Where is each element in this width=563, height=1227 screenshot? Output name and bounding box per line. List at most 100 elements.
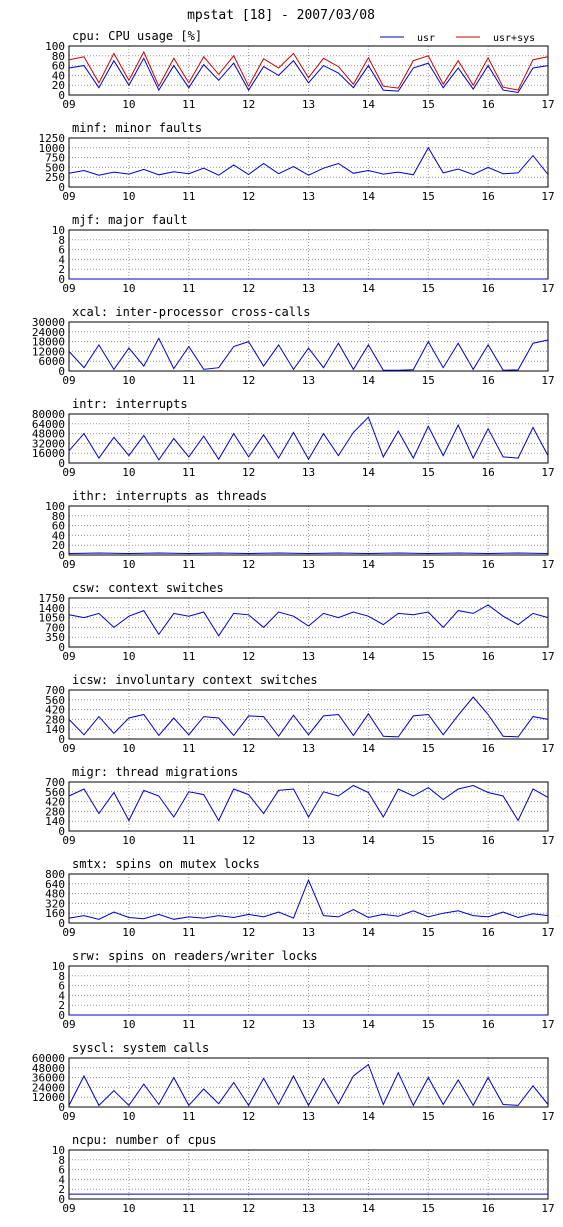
x-tick-label: 13	[302, 834, 315, 847]
x-tick-label: 12	[242, 558, 255, 571]
x-tick-label: 10	[122, 742, 135, 755]
x-tick-label: 15	[422, 282, 435, 295]
x-tick-label: 13	[302, 98, 315, 111]
x-tick-label: 15	[422, 466, 435, 479]
y-tick-label: 36000	[32, 1072, 65, 1085]
x-tick-label: 14	[362, 650, 376, 663]
x-tick-label: 11	[182, 190, 195, 203]
x-tick-label: 17	[541, 1202, 554, 1215]
x-tick-label: 16	[482, 190, 495, 203]
x-tick-label: 10	[122, 1110, 135, 1123]
x-tick-label: 17	[541, 466, 554, 479]
y-tick-label: 1750	[39, 592, 66, 605]
plot-frame	[68, 137, 549, 188]
y-tick-label: 48000	[32, 1062, 65, 1075]
x-tick-label: 15	[422, 834, 435, 847]
y-tick-label: 24000	[32, 326, 65, 339]
x-tick-label: 12	[242, 1110, 255, 1123]
x-tick-label: 11	[182, 926, 195, 939]
chart-panels: cpu: CPU usage [%]09 10 11 12 13 14 15 16 170204…	[32, 29, 555, 1215]
y-tick-label: 0	[58, 825, 65, 838]
x-tick-label: 09	[62, 742, 75, 755]
y-tick-label: 0	[58, 457, 65, 470]
x-tick-label: 17	[541, 98, 554, 111]
x-tick-label: 09	[62, 190, 75, 203]
series-line	[68, 50, 549, 91]
y-tick-label: 0	[58, 273, 65, 286]
y-tick-label: 0	[58, 733, 65, 746]
panel-title: srw: spins on readers/writer locks	[72, 949, 318, 963]
x-tick-label: 15	[422, 650, 435, 663]
series-line	[68, 57, 549, 94]
x-tick-label: 12	[242, 926, 255, 939]
x-tick-label: 12	[242, 466, 255, 479]
y-tick-label: 64000	[32, 418, 65, 431]
chart-panel: icsw: involuntary context switches 09 10 11…	[45, 673, 555, 755]
panel-title: migr: thread migrations	[72, 765, 238, 779]
x-tick-label: 12	[242, 282, 255, 295]
y-tick-label: 32000	[32, 437, 65, 450]
chart-panel: srw: spins on readers/writer locks 09 10 11…	[52, 949, 555, 1031]
y-tick-label: 48000	[32, 428, 65, 441]
x-tick-label: 10	[122, 926, 135, 939]
series-line	[68, 878, 549, 920]
x-tick-label: 09	[62, 834, 75, 847]
x-tick-label: 17	[541, 1018, 554, 1031]
y-tick-label: 140	[45, 815, 65, 828]
x-tick-label: 12	[242, 98, 255, 111]
y-tick-label: 8	[58, 970, 65, 983]
x-tick-label: 12	[242, 190, 255, 203]
y-tick-label: 700	[45, 621, 65, 634]
y-tick-label: 420	[45, 704, 65, 717]
series-line	[68, 696, 549, 738]
series-line	[68, 337, 549, 371]
x-tick-label: 13	[302, 282, 315, 295]
y-tick-label: 10	[52, 1144, 65, 1157]
y-tick-label: 2	[58, 999, 65, 1012]
x-tick-label: 11	[182, 1018, 195, 1031]
x-tick-label: 14	[362, 1110, 376, 1123]
x-tick-label: 16	[482, 742, 495, 755]
plot-frame	[68, 45, 549, 96]
x-tick-label: 12	[242, 374, 255, 387]
series-line	[68, 604, 549, 637]
x-tick-label: 12	[242, 834, 255, 847]
x-tick-label: 16	[482, 650, 495, 663]
x-tick-label: 11	[182, 558, 195, 571]
x-tick-label: 11	[182, 466, 195, 479]
x-tick-label: 11	[182, 650, 195, 663]
chart-panel: xcal: inter-processor cross-calls 09 10 11 1…	[32, 305, 555, 387]
chart-panel: syscl: system calls 09 10 11 12 13 14 15 16 17 012…	[32, 1041, 555, 1123]
y-tick-label: 6	[58, 980, 65, 993]
x-tick-label: 14	[362, 926, 376, 939]
x-tick-label: 14	[362, 466, 376, 479]
y-tick-label: 160	[45, 907, 65, 920]
x-tick-label: 15	[422, 1110, 435, 1123]
main-title: mpstat [18] - 2007/03/08	[187, 8, 375, 23]
chart-panel: intr: interrupts 09 10 11 12 13 14 15 16 17 016000…	[32, 397, 555, 479]
plot-frame	[68, 505, 549, 556]
x-tick-label: 13	[302, 1110, 315, 1123]
x-tick-label: 15	[422, 558, 435, 571]
x-tick-label: 10	[122, 98, 135, 111]
y-tick-label: 20	[52, 539, 65, 552]
y-tick-label: 280	[45, 805, 65, 818]
x-tick-label: 09	[62, 98, 75, 111]
y-tick-label: 20	[52, 79, 65, 92]
x-tick-label: 17	[541, 742, 554, 755]
x-tick-label: 17	[541, 926, 554, 939]
y-tick-label: 10	[52, 960, 65, 973]
x-tick-label: 11	[182, 374, 195, 387]
x-tick-label: 10	[122, 466, 135, 479]
y-tick-label: 40	[52, 529, 65, 542]
x-tick-label: 10	[122, 1202, 135, 1215]
x-tick-label: 12	[242, 650, 255, 663]
x-tick-label: 12	[242, 742, 255, 755]
x-tick-label: 11	[182, 282, 195, 295]
chart-panel: minf: minor faults 09 10 11 12 13 14 15 16 17 0250…	[39, 121, 555, 203]
x-tick-label: 11	[182, 98, 195, 111]
series-line	[68, 416, 549, 461]
x-tick-label: 16	[482, 374, 495, 387]
y-tick-label: 2	[58, 263, 65, 276]
